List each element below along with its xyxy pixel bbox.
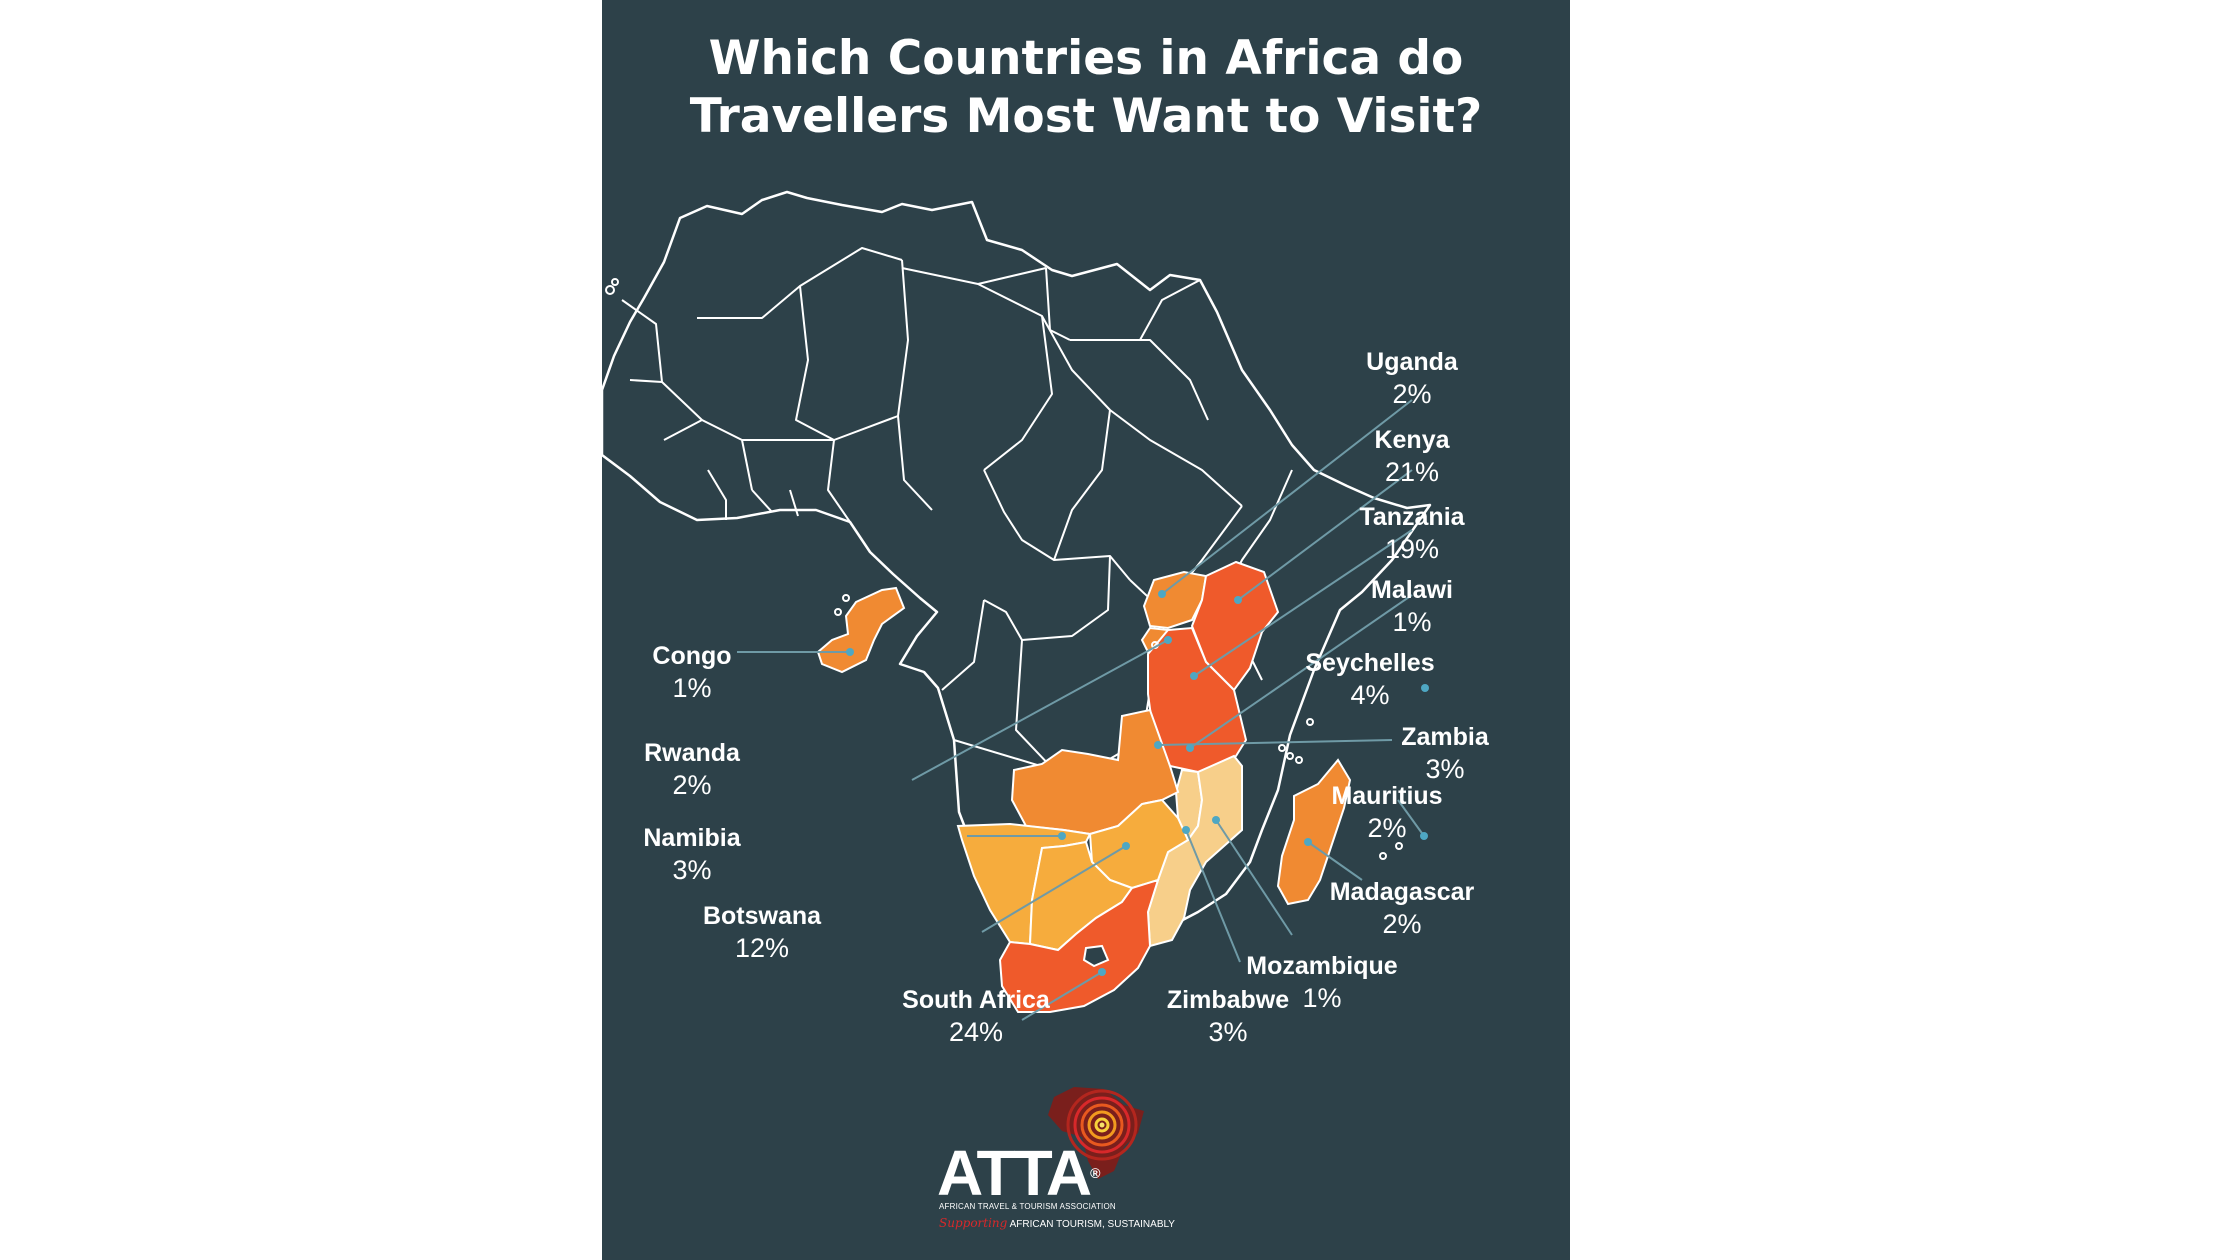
label-name: Uganda xyxy=(1366,348,1458,376)
label-name: Seychelles xyxy=(1305,649,1435,677)
dot-rwanda xyxy=(1164,636,1172,644)
region-zimbabwe xyxy=(1088,798,1190,890)
dot-uganda xyxy=(1158,590,1166,598)
leader-lines xyxy=(737,399,1425,1021)
dot-congo xyxy=(846,648,854,656)
label-value: 2% xyxy=(672,770,712,800)
region-lesotho xyxy=(1082,944,1110,968)
label-mauritius: Mauritius 2% xyxy=(1307,780,1467,844)
label-name: Congo xyxy=(652,642,732,670)
label-namibia: Namibia 3% xyxy=(622,822,762,886)
infographic-poster: Which Countries in Africa do Travellers … xyxy=(602,0,1570,1260)
atta-logo: ATTA® AFRICAN TRAVEL & TOURISM ASSOCIATI… xyxy=(937,1075,1177,1245)
region-uganda xyxy=(1142,570,1208,630)
label-value: 2% xyxy=(1367,813,1407,843)
label-name: Mauritius xyxy=(1331,782,1443,810)
label-mozambique: Mozambique 1% xyxy=(1227,950,1417,1014)
title-line-1: Which Countries in Africa do xyxy=(708,31,1464,86)
label-name: Zimbabwe xyxy=(1166,986,1290,1014)
label-value: 24% xyxy=(948,1017,1004,1047)
poster-title: Which Countries in Africa do Travellers … xyxy=(602,30,1570,146)
label-value: 19% xyxy=(1384,534,1440,564)
dot-malawi xyxy=(1186,744,1194,752)
label-south-africa: South Africa 24% xyxy=(876,984,1076,1048)
dot-mauritius xyxy=(1420,832,1428,840)
label-name: Namibia xyxy=(643,824,741,852)
dot-tanzania xyxy=(1190,672,1198,680)
label-madagascar: Madagascar 2% xyxy=(1312,876,1492,940)
logo-wordmark: ATTA® xyxy=(937,1137,1101,1209)
label-tanzania: Tanzania 19% xyxy=(1332,501,1492,565)
label-value: 3% xyxy=(672,855,712,885)
region-south-africa xyxy=(998,878,1160,1013)
label-value: 4% xyxy=(1350,680,1390,710)
africa-outline xyxy=(602,190,1432,952)
dot-namibia xyxy=(1058,832,1066,840)
dot-seychelles xyxy=(1421,684,1429,692)
logo-tagline-rest: AFRICAN TOURISM, SUSTAINABLY xyxy=(1009,1219,1175,1230)
label-value: 2% xyxy=(1382,909,1422,939)
region-madagascar xyxy=(1276,758,1352,906)
label-name: Mozambique xyxy=(1246,952,1398,980)
dot-south-africa xyxy=(1098,968,1106,976)
label-value: 21% xyxy=(1384,457,1440,487)
label-zimbabwe: Zimbabwe 3% xyxy=(1148,984,1308,1048)
logo-tagline-script: Supporting xyxy=(939,1216,1008,1230)
label-value: 3% xyxy=(1425,754,1465,784)
logo-subtitle: AFRICAN TRAVEL & TOURISM ASSOCIATION xyxy=(939,1202,1116,1211)
label-value: 12% xyxy=(734,933,790,963)
dot-botswana xyxy=(1122,842,1130,850)
dot-kenya xyxy=(1234,596,1242,604)
label-name: South Africa xyxy=(902,986,1050,1014)
logo-wordmark-text: ATTA xyxy=(937,1137,1092,1209)
dot-zimbabwe xyxy=(1182,826,1190,834)
label-value: 1% xyxy=(1392,607,1432,637)
label-malawi: Malawi 1% xyxy=(1332,574,1492,638)
label-congo: Congo 1% xyxy=(622,640,762,704)
dot-zambia xyxy=(1154,741,1162,749)
islands xyxy=(605,278,1403,860)
label-name: Botswana xyxy=(702,902,822,930)
dot-madagascar xyxy=(1304,838,1312,846)
africa-target-logo-icon xyxy=(1048,1087,1144,1179)
label-name: Madagascar xyxy=(1329,878,1475,906)
logo-tagline: Supporting AFRICAN TOURISM, SUSTAINABLY xyxy=(939,1217,1175,1231)
label-name: Malawi xyxy=(1371,576,1453,604)
label-zambia: Zambia 3% xyxy=(1375,721,1515,785)
label-name: Rwanda xyxy=(644,739,740,767)
logo-registered-mark: ® xyxy=(1090,1165,1100,1181)
marker-dots xyxy=(846,590,1429,976)
label-rwanda: Rwanda 2% xyxy=(622,737,762,801)
label-value: 3% xyxy=(1208,1017,1248,1047)
label-value: 2% xyxy=(1392,379,1432,409)
label-value: 1% xyxy=(672,673,712,703)
region-congo xyxy=(816,586,906,674)
label-uganda: Uganda 2% xyxy=(1332,346,1492,410)
label-kenya: Kenya 21% xyxy=(1332,424,1492,488)
dot-mozambique xyxy=(1212,816,1220,824)
label-seychelles: Seychelles 4% xyxy=(1285,647,1455,711)
label-name: Kenya xyxy=(1374,426,1450,454)
region-kenya xyxy=(1190,560,1280,692)
label-name: Tanzania xyxy=(1359,503,1465,531)
label-value: 1% xyxy=(1302,983,1342,1013)
africa-map xyxy=(602,190,1432,1021)
label-name: Zambia xyxy=(1401,723,1489,751)
label-botswana: Botswana 12% xyxy=(682,900,842,964)
title-line-2: Travellers Most Want to Visit? xyxy=(689,89,1483,144)
